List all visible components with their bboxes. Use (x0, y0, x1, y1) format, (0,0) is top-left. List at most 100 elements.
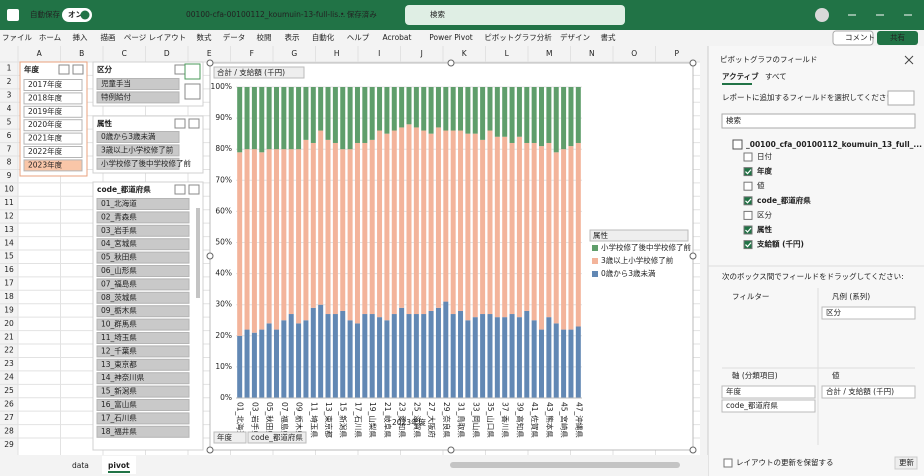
field-checkbox[interactable] (743, 167, 753, 177)
slicer-item[interactable] (96, 399, 190, 411)
slicer-item[interactable] (23, 146, 83, 158)
slicer-item[interactable] (96, 358, 190, 371)
ribbon-tab[interactable]: 描画 (101, 32, 116, 42)
ribbon-tab[interactable]: データ (223, 32, 246, 42)
field-label[interactable]: 値 (757, 180, 765, 190)
field-checkbox[interactable] (743, 152, 753, 162)
slicer-clear-filter[interactable] (72, 64, 84, 75)
slicer-item[interactable] (96, 238, 190, 251)
slicer-item[interactable] (23, 92, 83, 105)
ribbon-tab[interactable]: ピボットグラフ分析 (484, 32, 552, 42)
ribbon-tab[interactable]: ホーム (39, 33, 61, 42)
style-button[interactable] (184, 83, 201, 100)
resize-handle[interactable] (689, 446, 697, 454)
slicer-item[interactable] (96, 78, 180, 90)
slicer-multiselect[interactable] (174, 184, 186, 195)
update-button[interactable] (894, 456, 918, 470)
field-checkbox[interactable] (743, 181, 753, 191)
slicer-item[interactable] (96, 412, 190, 425)
resize-handle[interactable] (206, 59, 214, 67)
ribbon-tab[interactable]: Acrobat (383, 33, 412, 42)
slicer-item[interactable] (96, 251, 190, 264)
pane-tab[interactable]: すべて (765, 72, 787, 81)
slicer-item[interactable] (23, 79, 83, 91)
ribbon-tab[interactable]: デザイン (560, 32, 590, 42)
slicer-item[interactable] (96, 198, 190, 210)
slicer-clear-filter[interactable] (188, 118, 200, 129)
resize-handle[interactable] (447, 59, 455, 67)
slicer-item[interactable] (96, 211, 190, 224)
h-scroll[interactable] (450, 462, 680, 468)
slicer-clear-filter[interactable] (188, 184, 200, 195)
ribbon-tab[interactable]: ファイル (2, 33, 32, 42)
slicer-item[interactable] (96, 144, 180, 157)
settings-button[interactable] (887, 90, 915, 106)
field-checkbox[interactable] (743, 240, 753, 250)
slicer-item[interactable] (96, 91, 180, 104)
area-item[interactable] (821, 306, 916, 320)
slicer-item[interactable] (96, 385, 190, 398)
ribbon-tab[interactable]: ページ レイアウト (124, 33, 186, 42)
slicer-item[interactable] (96, 265, 190, 277)
defer-checkbox[interactable] (723, 458, 733, 468)
field-label[interactable]: 属性 (757, 224, 772, 234)
slicer-item[interactable] (96, 332, 190, 344)
field-label[interactable]: code_都道府県 (757, 195, 811, 205)
slicer-item[interactable] (96, 305, 190, 318)
field-label[interactable]: 年度 (757, 166, 772, 176)
slicer-item[interactable] (96, 291, 190, 304)
sheet-tab[interactable]: pivot (108, 461, 130, 470)
slicer-item[interactable] (96, 224, 190, 237)
ribbon-tab[interactable]: 表示 (285, 32, 300, 42)
ribbon-tab[interactable]: 数式 (197, 32, 212, 42)
user-icon[interactable] (815, 8, 829, 22)
pane-tab[interactable]: アクティブ (722, 71, 759, 81)
slicer-item[interactable] (96, 345, 190, 358)
field-checkbox[interactable] (743, 196, 753, 206)
field-label[interactable]: 日付 (757, 151, 772, 161)
value-field-button[interactable] (213, 66, 305, 79)
ribbon-tab[interactable]: 挿入 (73, 32, 88, 42)
slicer-item[interactable] (96, 318, 190, 331)
field-label[interactable]: 支給額 (千円) (756, 239, 804, 249)
search-box[interactable] (405, 5, 625, 25)
comment-button[interactable] (832, 30, 874, 46)
area-item[interactable] (821, 385, 916, 399)
ribbon-tab[interactable]: 校閲 (257, 32, 272, 42)
field-search[interactable] (721, 113, 916, 129)
slicer-item[interactable] (96, 157, 180, 170)
ribbon-tab[interactable]: Power Pivot (429, 33, 473, 42)
slicer-multiselect[interactable] (58, 64, 70, 75)
resize-handle[interactable] (689, 252, 697, 260)
bar (369, 314, 375, 398)
ribbon-tab[interactable]: 書式 (601, 32, 616, 42)
axis-field-button[interactable] (213, 431, 247, 444)
axis-field-button[interactable] (247, 431, 307, 444)
share-button[interactable] (877, 31, 918, 45)
slicer-item[interactable] (96, 278, 190, 291)
slicer-item[interactable] (96, 131, 180, 143)
ribbon-tab[interactable]: 自動化 (312, 32, 335, 42)
slicer-item[interactable] (23, 132, 83, 145)
area-item[interactable] (721, 399, 816, 413)
slicer-item[interactable] (96, 425, 190, 438)
slicer-item[interactable] (23, 159, 83, 172)
resize-handle[interactable] (689, 59, 697, 67)
bar (296, 149, 302, 324)
ribbon-tab[interactable]: ヘルプ (347, 33, 370, 42)
slicer-item[interactable] (23, 105, 83, 118)
slicer-multiselect[interactable] (174, 64, 186, 75)
slicer-item[interactable] (96, 372, 190, 385)
format-button[interactable] (184, 63, 201, 80)
legend-field-button[interactable] (589, 229, 689, 242)
area-item[interactable] (721, 385, 816, 399)
sheet-tab[interactable]: data (72, 461, 89, 470)
field-checkbox[interactable] (743, 210, 753, 220)
resize-handle[interactable] (206, 252, 214, 260)
slicer-item[interactable] (23, 119, 83, 132)
slicer-multiselect[interactable] (174, 118, 186, 129)
resize-handle[interactable] (447, 446, 455, 454)
resize-handle[interactable] (206, 446, 214, 454)
field-label[interactable]: 区分 (757, 210, 772, 219)
field-checkbox[interactable] (743, 225, 753, 235)
